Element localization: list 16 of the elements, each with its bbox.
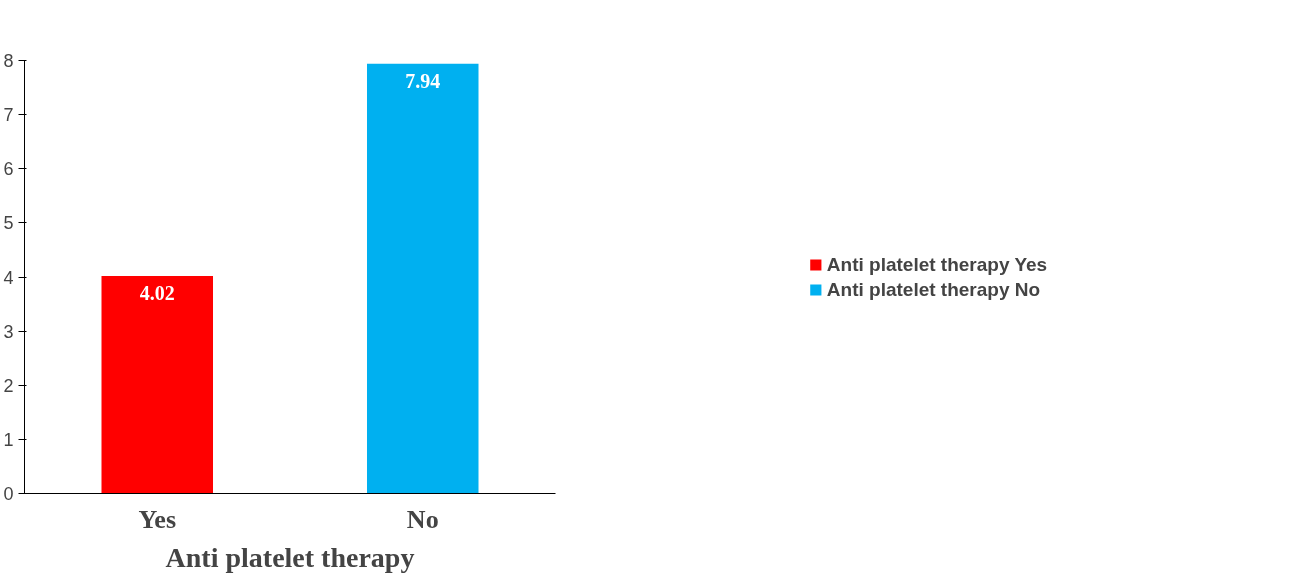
y-tick-label: 0 bbox=[3, 484, 14, 504]
y-tick-label: 4 bbox=[3, 267, 14, 288]
x-tick-label: Yes bbox=[138, 504, 177, 534]
y-tick-label: 7 bbox=[3, 105, 14, 126]
data-label: 4.02 bbox=[139, 281, 175, 304]
y-tick-label: 2 bbox=[3, 375, 14, 396]
legend-label: Anti platelet therapy Yes bbox=[826, 253, 1048, 275]
x-axis-title: Anti platelet therapy bbox=[165, 541, 415, 573]
x-tick-label: No bbox=[406, 504, 439, 534]
legend-label: Anti platelet therapy No bbox=[826, 278, 1041, 300]
y-tick-label: 8 bbox=[3, 51, 14, 71]
y-tick-label: 3 bbox=[3, 321, 14, 342]
data-label: 7.94 bbox=[405, 69, 441, 92]
y-tick-label: 5 bbox=[3, 213, 14, 234]
y-tick-label: 6 bbox=[3, 159, 14, 180]
y-tick-label: 1 bbox=[3, 429, 14, 450]
